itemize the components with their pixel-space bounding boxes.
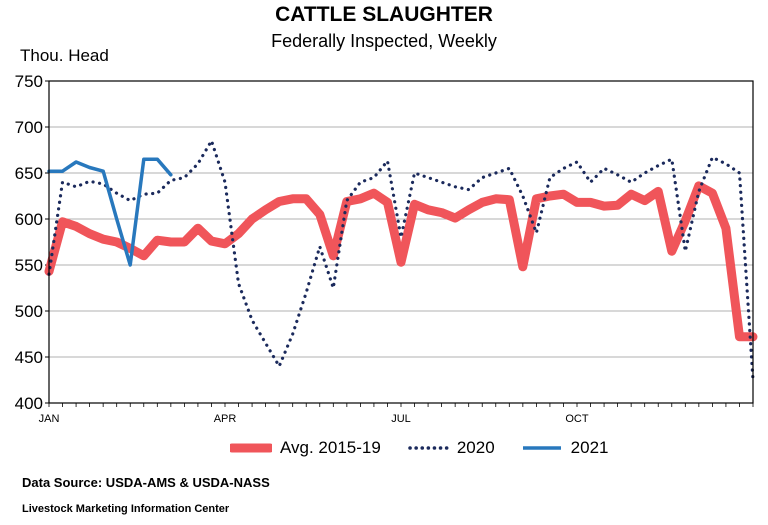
plot-frame <box>48 80 754 404</box>
legend-label-2021: 2021 <box>570 438 609 457</box>
legend-item-2020: 2020 <box>407 438 495 458</box>
organization: Livestock Marketing Information Center <box>22 503 230 515</box>
y-tick-label: 550 <box>15 256 43 275</box>
series-line-avg-2015-19 <box>44 181 758 342</box>
series-line-2020 <box>47 139 755 382</box>
legend-label-2020: 2020 <box>456 438 495 457</box>
series-layer <box>44 139 758 382</box>
x-tick-label: OCT <box>565 413 589 425</box>
grid-lines <box>49 126 753 358</box>
legend: Avg. 2015-19 2020 2021 <box>230 438 634 458</box>
chart-subtitle: Federally Inspected, Weekly <box>271 31 497 51</box>
legend-item-2021: 2021 <box>521 438 609 458</box>
y-tick-label: 700 <box>15 118 43 137</box>
y-tick-labels: 400 450 500 550 600 650 700 750 <box>15 72 49 413</box>
x-tick-label: APR <box>214 413 237 425</box>
data-source: Data Source: USDA-AMS & USDA-NASS <box>22 475 270 490</box>
series-line-2021 <box>47 157 173 267</box>
x-tick-label: JAN <box>39 413 60 425</box>
chart-svg: 400 450 500 550 600 650 700 750 JAN APR JUL OCT <box>15 72 758 425</box>
legend-item-avg: Avg. 2015-19 <box>230 438 381 458</box>
x-tick-label: JUL <box>391 413 411 425</box>
y-tick-label: 750 <box>15 72 43 91</box>
legend-label-avg: Avg. 2015-19 <box>280 438 381 457</box>
y-axis-label: Thou. Head <box>20 46 109 65</box>
y-tick-label: 450 <box>15 348 43 367</box>
y-tick-label: 500 <box>15 302 43 321</box>
chart-title: CATTLE SLAUGHTER <box>275 3 493 26</box>
legend-swatch-avg <box>230 443 272 453</box>
legend-swatch-2020 <box>408 446 449 450</box>
x-tick-labels: JAN APR JUL OCT <box>39 403 754 425</box>
y-tick-label: 400 <box>15 394 43 413</box>
y-tick-label: 600 <box>15 210 43 229</box>
y-tick-label: 650 <box>15 164 43 183</box>
legend-swatch-2021 <box>522 446 561 450</box>
